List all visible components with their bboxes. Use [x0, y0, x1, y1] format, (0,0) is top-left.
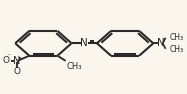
Text: CH₃: CH₃: [170, 33, 184, 42]
Text: N: N: [13, 56, 20, 66]
Text: CH₃: CH₃: [170, 45, 184, 54]
Text: O: O: [13, 67, 20, 75]
Text: O: O: [2, 56, 9, 65]
Text: ⁻: ⁻: [7, 52, 11, 61]
Text: •: •: [18, 56, 22, 62]
Text: CH₃: CH₃: [67, 62, 82, 71]
Text: N: N: [80, 38, 88, 48]
Text: N: N: [157, 38, 164, 48]
